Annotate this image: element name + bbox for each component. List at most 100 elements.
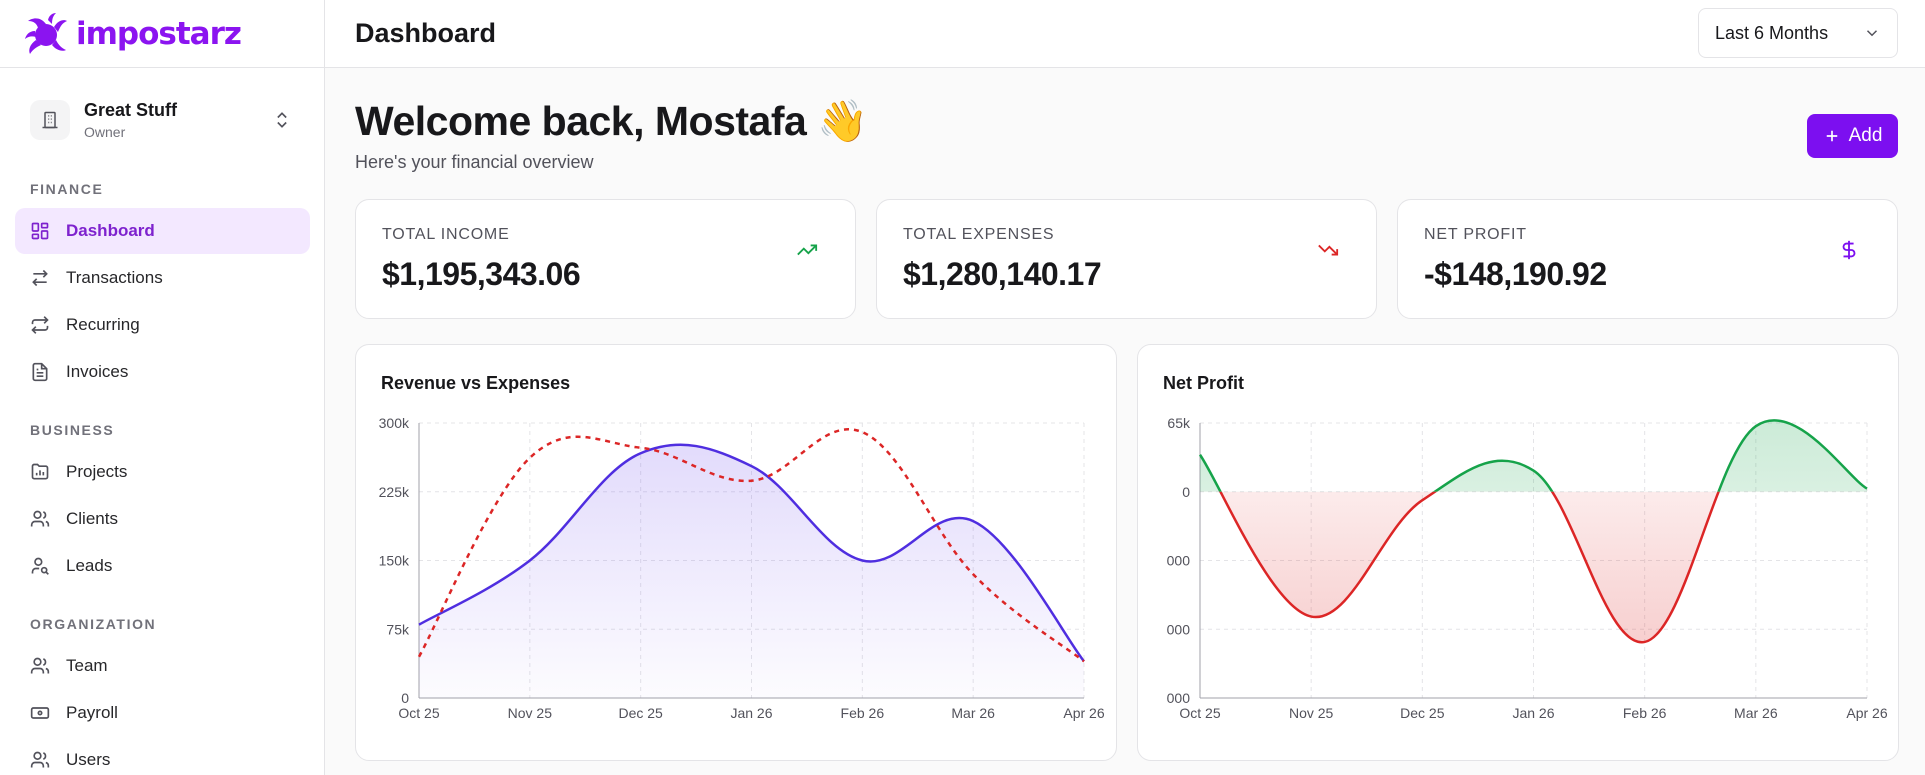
users-icon <box>30 510 50 527</box>
x-tick-label: Oct 25 <box>398 705 439 721</box>
section-label-business: BUSINESS <box>30 422 115 438</box>
stat-label: TOTAL EXPENSES <box>903 226 1055 243</box>
chevron-down-icon <box>1866 30 1878 37</box>
stat-card-net-profit: NET PROFIT -$148,190.92 <box>1397 199 1898 319</box>
brand-name: impostarz <box>76 15 242 52</box>
brand[interactable]: impostarz <box>0 0 324 68</box>
stat-value: $1,195,343.06 <box>382 256 581 292</box>
sidebar-item-label: Transactions <box>66 268 163 287</box>
building-icon <box>30 100 70 140</box>
x-tick-label: Jan 26 <box>730 705 772 721</box>
sidebar-item-invoices[interactable]: Invoices <box>15 349 310 395</box>
y-tick-label: 225k <box>379 484 410 500</box>
users-icon <box>30 751 50 768</box>
net-profit-card: Net Profit 65k 0 000 000 000 Oct 25 Nov 25 Dec … <box>1137 344 1899 761</box>
x-tick-label: Dec 25 <box>1400 705 1445 721</box>
file-icon <box>32 362 48 382</box>
profit-line-negative <box>1219 491 1720 644</box>
section-label-organization: ORGANIZATION <box>30 616 157 632</box>
plus-icon <box>1826 130 1837 142</box>
trending-down-icon <box>1316 238 1340 262</box>
chart-folder-icon <box>31 463 49 480</box>
section-label-finance: FINANCE <box>30 181 104 197</box>
x-tick-label: Dec 25 <box>618 705 663 721</box>
expenses-line <box>417 428 1085 663</box>
page-title: Dashboard <box>355 18 497 48</box>
sidebar-item-label: Projects <box>66 462 128 481</box>
y-tick-label: 0 <box>1182 484 1190 500</box>
arrows-icon <box>32 269 48 287</box>
y-tick-label: 75k <box>386 621 410 637</box>
chart-title: Revenue vs Expenses <box>381 373 571 393</box>
stat-value: $1,280,140.17 <box>903 256 1102 292</box>
sidebar-item-payroll[interactable]: Payroll <box>15 690 310 736</box>
user-search-icon <box>31 557 49 575</box>
trending-up-icon <box>795 238 819 262</box>
date-range-value: Last 6 Months <box>1715 22 1829 43</box>
sidebar-item-team[interactable]: Team <box>15 643 310 689</box>
topbar: Dashboard Last 6 Months <box>325 0 1925 68</box>
x-tick-label: Nov 25 <box>508 705 553 721</box>
sidebar: impostarz Great Stuff Owner FINANCE Dash… <box>0 0 325 775</box>
stat-label: NET PROFIT <box>1424 226 1527 243</box>
sidebar-item-label: Recurring <box>66 315 140 334</box>
profit-area-negative <box>1200 491 1867 642</box>
x-tick-label: Feb 26 <box>1623 705 1667 721</box>
grid-icon <box>31 222 49 240</box>
chart-title: Net Profit <box>1163 373 1244 393</box>
brand-logo-icon <box>25 12 67 54</box>
x-tick-label: Mar 26 <box>1734 705 1778 721</box>
sidebar-item-label: Payroll <box>66 703 118 722</box>
sidebar-item-label: Dashboard <box>66 221 155 240</box>
dollar-icon <box>1837 238 1861 262</box>
x-tick-label: Nov 25 <box>1289 705 1334 721</box>
y-tick-label: 300k <box>379 415 410 431</box>
sidebar-item-label: Clients <box>66 509 118 528</box>
sidebar-item-label: Users <box>66 750 111 769</box>
date-range-select[interactable]: Last 6 Months <box>1698 8 1898 58</box>
x-tick-label: Jan 26 <box>1512 705 1554 721</box>
sidebar-item-dashboard[interactable]: Dashboard <box>15 208 310 254</box>
sidebar-item-recurring[interactable]: Recurring <box>15 302 310 348</box>
y-tick-label: 000 <box>1167 621 1191 637</box>
org-name: Great Stuff <box>84 100 178 120</box>
stat-value: -$148,190.92 <box>1424 256 1607 292</box>
y-tick-label: 000 <box>1167 553 1191 569</box>
sidebar-item-users[interactable]: Users <box>15 737 310 775</box>
y-tick-label: 65k <box>1167 415 1191 431</box>
x-tick-label: Oct 25 <box>1179 705 1220 721</box>
x-tick-label: Apr 26 <box>1846 705 1887 721</box>
welcome-subtitle: Here's your financial overview <box>355 152 594 172</box>
x-tick-label: Apr 26 <box>1063 705 1104 721</box>
revenue-vs-expenses-card: Revenue vs Expenses 300k 225k 150k 75k 0 Oct … <box>355 344 1117 761</box>
sidebar-item-transactions[interactable]: Transactions <box>15 255 310 301</box>
y-tick-label: 150k <box>379 553 410 569</box>
profit-line-positive <box>1198 419 1868 492</box>
sidebar-item-leads[interactable]: Leads <box>15 543 310 589</box>
sidebar-item-projects[interactable]: Projects <box>15 449 310 495</box>
welcome-heading: Welcome back, Mostafa 👋 <box>355 98 868 144</box>
sidebar-item-label: Team <box>66 656 108 675</box>
stat-card-total-income: TOTAL INCOME $1,195,343.06 <box>355 199 856 319</box>
revenue-area <box>419 444 1084 698</box>
users-icon <box>30 657 50 674</box>
y-tick-label: 000 <box>1167 690 1191 706</box>
x-tick-label: Feb 26 <box>841 705 885 721</box>
y-tick-label: 0 <box>401 690 409 706</box>
add-button-label: Add <box>1848 125 1883 146</box>
profit-area-positive <box>1200 420 1867 492</box>
sidebar-item-clients[interactable]: Clients <box>15 496 310 542</box>
org-switcher[interactable]: Great Stuff Owner <box>30 92 300 148</box>
sidebar-item-label: Leads <box>66 556 113 575</box>
stat-card-total-expenses: TOTAL EXPENSES $1,280,140.17 <box>876 199 1377 319</box>
stat-label: TOTAL INCOME <box>382 226 510 243</box>
banknote-icon <box>30 707 50 719</box>
revenue-line <box>418 443 1085 663</box>
x-tick-label: Mar 26 <box>951 705 995 721</box>
add-button[interactable]: Add <box>1807 114 1898 158</box>
org-role: Owner <box>84 124 126 140</box>
sidebar-item-label: Invoices <box>66 362 129 381</box>
repeat-icon <box>31 316 49 334</box>
